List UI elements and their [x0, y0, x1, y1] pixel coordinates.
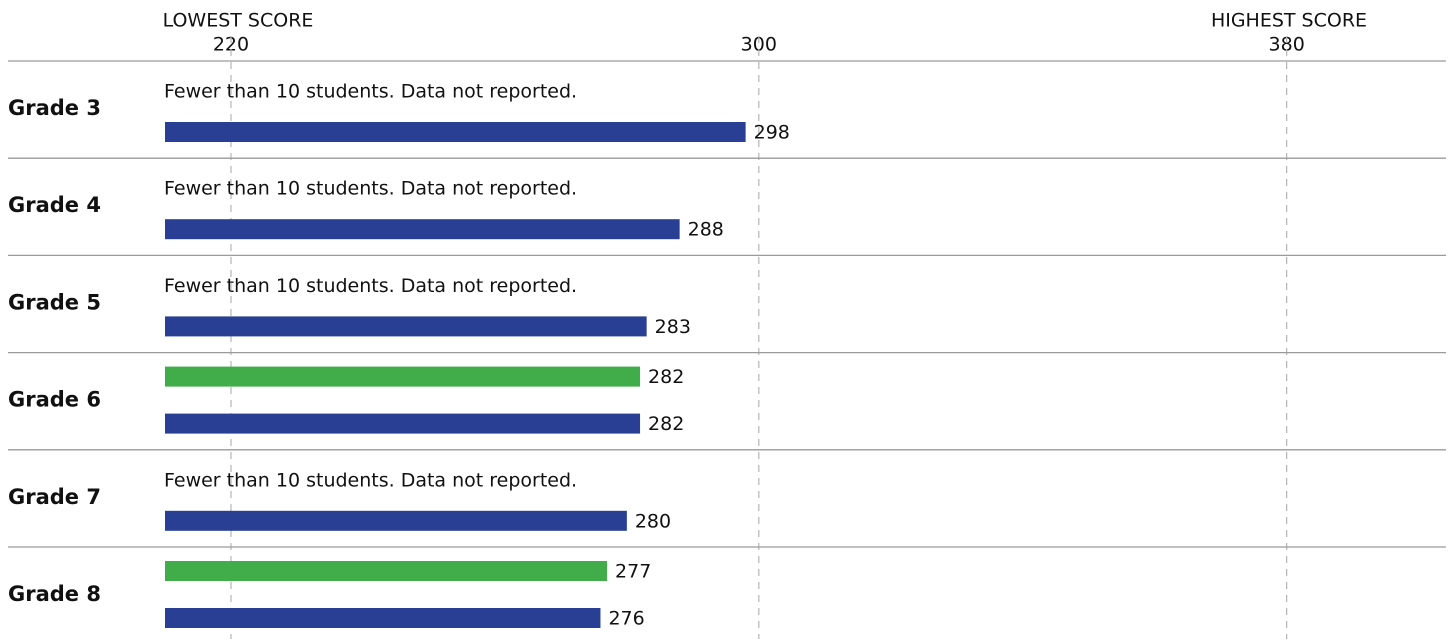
- bar: [165, 413, 641, 434]
- value-label: 282: [648, 413, 684, 435]
- row-label: Grade 3: [8, 96, 101, 120]
- value-label: 280: [635, 510, 671, 532]
- value-label: 282: [648, 366, 684, 388]
- row-label: Grade 4: [8, 193, 101, 217]
- value-label: 298: [754, 122, 790, 144]
- value-label: 283: [655, 316, 691, 338]
- bar: [165, 561, 608, 581]
- bar: [165, 316, 647, 337]
- note: Fewer than 10 students. Data not reporte…: [164, 81, 577, 103]
- x-tick-label: 220: [213, 34, 249, 56]
- bar: [165, 510, 627, 531]
- note: Fewer than 10 students. Data not reporte…: [164, 275, 577, 297]
- lowest-score-label: LOWEST SCORE: [163, 10, 314, 32]
- row-label: Grade 7: [8, 485, 101, 509]
- row-label: Grade 5: [8, 290, 101, 314]
- value-label: 277: [615, 561, 651, 583]
- value-label: 276: [608, 608, 644, 630]
- bar: [165, 122, 746, 142]
- bar: [165, 366, 641, 387]
- x-tick-label: 300: [741, 34, 777, 56]
- row-label: Grade 6: [8, 388, 101, 412]
- value-label: 288: [688, 219, 724, 241]
- bar: [165, 219, 680, 240]
- note: Fewer than 10 students. Data not reporte…: [164, 469, 577, 491]
- rows: Grade 3 Fewer than 10 students. Data not …: [8, 60, 1446, 630]
- row-label: Grade 8: [8, 582, 101, 606]
- grid: 220 300 380: [213, 34, 1305, 639]
- note: Fewer than 10 students. Data not reporte…: [164, 178, 577, 200]
- highest-score-label: HIGHEST SCORE: [1211, 10, 1367, 32]
- bar: [165, 608, 601, 628]
- x-tick-label: 380: [1269, 34, 1305, 56]
